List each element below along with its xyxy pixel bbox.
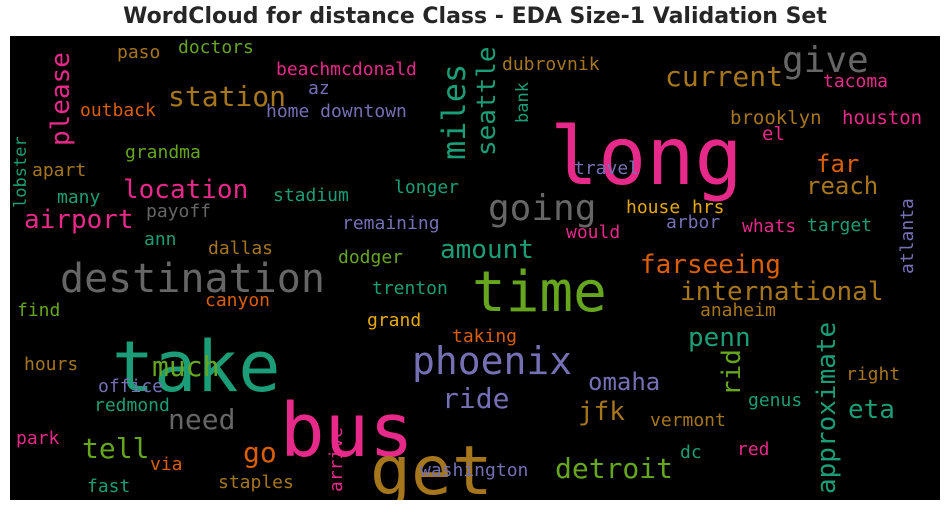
word-seattle: seattle — [472, 46, 502, 156]
word-hours: hours — [24, 354, 78, 375]
word-location: location — [123, 175, 248, 205]
word-penn: penn — [688, 323, 751, 353]
word-bus: bus — [280, 388, 414, 474]
word-tacoma: tacoma — [823, 71, 888, 92]
word-please: please — [46, 52, 76, 146]
word-arbor: arbor — [666, 212, 720, 233]
word-miles: miles — [435, 64, 473, 160]
word-need: need — [168, 403, 235, 436]
word-international: international — [680, 277, 884, 307]
word-arrive: arrive — [326, 427, 347, 492]
word-remaining: remaining — [342, 213, 440, 234]
word-redmond: redmond — [94, 395, 170, 416]
word-target: target — [807, 215, 872, 236]
word-approximate: approximate — [812, 322, 842, 494]
chart-title: WordCloud for distance Class - EDA Size-… — [123, 4, 827, 29]
word-red: red — [737, 439, 770, 460]
wordcloud-canvas: long bus take get time destination phoenix goin… — [10, 36, 940, 500]
word-long: long — [550, 110, 743, 203]
word-beachmcdonald: beachmcdonald — [276, 59, 417, 80]
word-genus: genus — [748, 390, 802, 411]
word-grandma: grandma — [125, 142, 201, 163]
word-farseeing: farseeing — [640, 250, 781, 280]
word-trenton: trenton — [372, 278, 448, 299]
word-amount: amount — [440, 235, 534, 265]
word-house: house — [626, 197, 680, 218]
word-az: az — [308, 78, 330, 99]
word-atlanta: atlanta — [897, 198, 918, 274]
word-time: time — [472, 260, 607, 325]
word-fast: fast — [87, 476, 130, 497]
word-washington: washington — [420, 460, 528, 481]
word-jfk: jfk — [578, 397, 625, 427]
word-houston: houston — [842, 107, 922, 129]
word-going: going — [488, 188, 596, 229]
word-rid: rid — [717, 349, 747, 396]
word-doctors: doctors — [178, 37, 254, 58]
word-payoff: payoff — [146, 201, 211, 222]
word-dodger: dodger — [338, 247, 403, 268]
word-find: find — [17, 300, 60, 321]
word-right: right — [846, 364, 900, 385]
word-many: many — [57, 187, 101, 208]
word-airport: airport — [24, 205, 134, 235]
word-el: el — [762, 123, 785, 145]
word-tell: tell — [82, 432, 149, 465]
word-staples: staples — [218, 472, 294, 493]
word-ann: ann — [144, 229, 177, 250]
word-dc: dc — [680, 442, 702, 463]
word-eta: eta — [848, 395, 895, 425]
word-travel: travel — [574, 158, 639, 179]
word-would: would — [566, 222, 620, 243]
word-ride: ride — [442, 382, 509, 415]
word-get: get — [370, 432, 493, 500]
word-via: via — [150, 454, 183, 475]
word-omaha: omaha — [588, 368, 660, 396]
word-take: take — [112, 326, 281, 408]
word-go: go — [243, 436, 277, 469]
word-detroit: detroit — [555, 452, 673, 485]
word-grand: grand — [367, 310, 421, 331]
word-park: park — [16, 428, 60, 449]
word-far: far — [816, 150, 859, 178]
word-whats: whats — [742, 216, 796, 237]
word-longer: longer — [394, 177, 459, 198]
word-paso: paso — [117, 42, 160, 63]
word-office: office — [98, 376, 163, 397]
word-brooklyn: brooklyn — [730, 107, 822, 129]
word-taking: taking — [452, 326, 517, 347]
word-canyon: canyon — [205, 290, 270, 311]
word-phoenix: phoenix — [412, 339, 572, 383]
word-bank: bank — [513, 82, 533, 123]
word-dubrovnik: dubrovnik — [502, 54, 600, 75]
word-outback: outback — [80, 100, 156, 121]
word-anaheim: anaheim — [700, 300, 776, 321]
word-destination: destination — [60, 256, 325, 302]
word-much: much — [152, 350, 219, 383]
word-station: station — [168, 80, 286, 113]
word-lobster: lobster — [11, 136, 31, 208]
word-apart: apart — [32, 160, 86, 181]
word-reach: reach — [806, 172, 878, 200]
word-dallas: dallas — [208, 238, 273, 259]
word-vermont: vermont — [650, 410, 726, 431]
word-current: current — [665, 60, 783, 93]
wordcloud-svg: longbustakegettimedestinationphoenixgoin… — [11, 37, 922, 500]
word-give: give — [782, 40, 869, 81]
word-hrs: hrs — [692, 197, 725, 218]
word-stadium: stadium — [273, 185, 349, 206]
word-home-downtown: home downtown — [266, 101, 407, 122]
